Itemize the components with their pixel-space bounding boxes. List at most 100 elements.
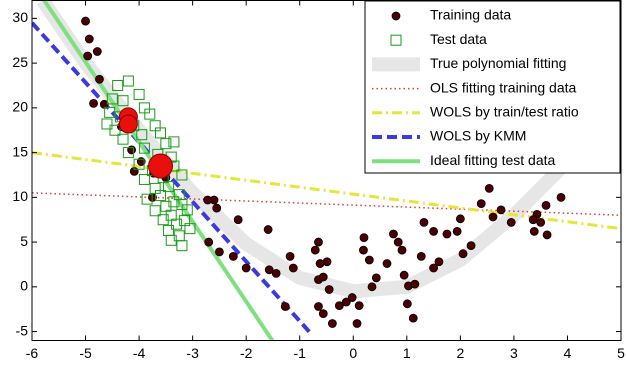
legend-label: WOLS by train/test ratio bbox=[430, 104, 579, 120]
fit-line bbox=[32, 151, 621, 231]
x-tick-label: 5 bbox=[617, 345, 625, 361]
x-tick-label: -6 bbox=[26, 345, 39, 361]
test-point bbox=[138, 173, 150, 185]
fit-line bbox=[32, 21, 313, 336]
training-point bbox=[416, 251, 426, 261]
training-point bbox=[324, 285, 334, 294]
training-point bbox=[393, 237, 403, 247]
training-point bbox=[419, 217, 429, 227]
training-point bbox=[288, 263, 298, 273]
training-point bbox=[382, 259, 392, 268]
training-point bbox=[542, 230, 552, 240]
training-point bbox=[367, 282, 377, 292]
test-point bbox=[168, 196, 180, 208]
training-point bbox=[314, 302, 323, 311]
training-point bbox=[442, 229, 452, 239]
training-point bbox=[280, 302, 290, 311]
x-tick-label: 1 bbox=[403, 345, 411, 361]
training-point bbox=[95, 74, 104, 84]
test-point bbox=[109, 124, 121, 136]
training-point bbox=[354, 301, 364, 311]
training-point bbox=[264, 265, 274, 275]
test-point bbox=[176, 169, 188, 181]
training-point bbox=[359, 233, 369, 243]
y-tick-label: 0 bbox=[20, 278, 28, 294]
training-point bbox=[271, 268, 281, 278]
legend-marker bbox=[390, 34, 402, 46]
training-point bbox=[233, 215, 243, 225]
training-point bbox=[334, 301, 344, 311]
training-point bbox=[484, 183, 494, 193]
y-tick-label: 15 bbox=[12, 143, 28, 159]
training-point bbox=[89, 98, 98, 108]
test-point bbox=[168, 136, 180, 148]
training-point bbox=[397, 245, 407, 255]
y-tick-label: 10 bbox=[12, 188, 28, 204]
test-point bbox=[160, 138, 172, 150]
training-point bbox=[341, 297, 351, 307]
training-point bbox=[402, 299, 412, 309]
training-point bbox=[83, 51, 93, 61]
test-point bbox=[106, 93, 118, 105]
training-point bbox=[318, 272, 328, 282]
test-point bbox=[155, 190, 167, 202]
x-tick-label: -4 bbox=[133, 345, 146, 361]
training-point bbox=[81, 16, 90, 26]
training-point bbox=[529, 226, 539, 236]
training-point bbox=[352, 319, 362, 328]
training-point bbox=[241, 263, 251, 273]
training-point bbox=[476, 199, 486, 209]
test-point bbox=[122, 75, 134, 87]
x-tick-label: -2 bbox=[240, 345, 253, 361]
legend-marker bbox=[391, 11, 401, 21]
training-point bbox=[458, 249, 468, 259]
test-point bbox=[101, 118, 113, 130]
highlighted-point bbox=[118, 114, 138, 134]
training-point bbox=[212, 203, 222, 213]
training-point bbox=[327, 319, 337, 328]
y-tick-label: 30 bbox=[12, 9, 28, 25]
training-point bbox=[434, 257, 444, 267]
ticks: -6 -5 -4 -3 -2 -1 0 1 2 3 4 5 -5 0 5 10 15 20 25 30 bbox=[12, 0, 625, 361]
test-point bbox=[163, 181, 175, 193]
training-point bbox=[452, 226, 462, 236]
legend-label: OLS fitting training data bbox=[430, 79, 577, 95]
training-point bbox=[318, 309, 328, 319]
test-point bbox=[181, 204, 193, 216]
training-point bbox=[528, 215, 538, 225]
training-point bbox=[399, 270, 409, 280]
test-point bbox=[133, 158, 145, 170]
x-tick-label: 2 bbox=[456, 345, 464, 361]
x-tick-label: -5 bbox=[79, 345, 92, 361]
training-point bbox=[310, 245, 320, 255]
training-point bbox=[488, 212, 498, 222]
legend-label: Training data bbox=[430, 7, 511, 23]
training-point bbox=[429, 263, 438, 273]
training-point bbox=[322, 257, 332, 267]
training-point bbox=[496, 205, 506, 215]
training-point bbox=[314, 237, 323, 247]
test-point bbox=[149, 205, 161, 217]
training-point bbox=[364, 255, 374, 265]
x-tick-label: 0 bbox=[349, 345, 357, 361]
fit-line bbox=[32, 192, 621, 216]
test-point bbox=[171, 218, 183, 230]
test-point bbox=[122, 147, 134, 159]
axes-box bbox=[31, 0, 622, 341]
training-point bbox=[347, 293, 357, 302]
training-point bbox=[209, 195, 219, 205]
test-point bbox=[104, 106, 116, 118]
y-tick-label: 25 bbox=[12, 54, 28, 70]
test-point bbox=[117, 133, 129, 145]
legend-label: WOLS by KMM bbox=[430, 128, 526, 144]
test-point bbox=[155, 127, 167, 139]
x-tick-label: 3 bbox=[510, 345, 518, 361]
x-tick-label: 4 bbox=[564, 345, 572, 361]
x-tick-label: -3 bbox=[186, 345, 199, 361]
y-tick-label: -5 bbox=[16, 322, 29, 338]
test-point bbox=[138, 142, 150, 154]
training-point bbox=[541, 200, 551, 210]
training-point bbox=[455, 214, 465, 224]
test-point bbox=[136, 129, 148, 141]
training-point bbox=[92, 47, 102, 56]
